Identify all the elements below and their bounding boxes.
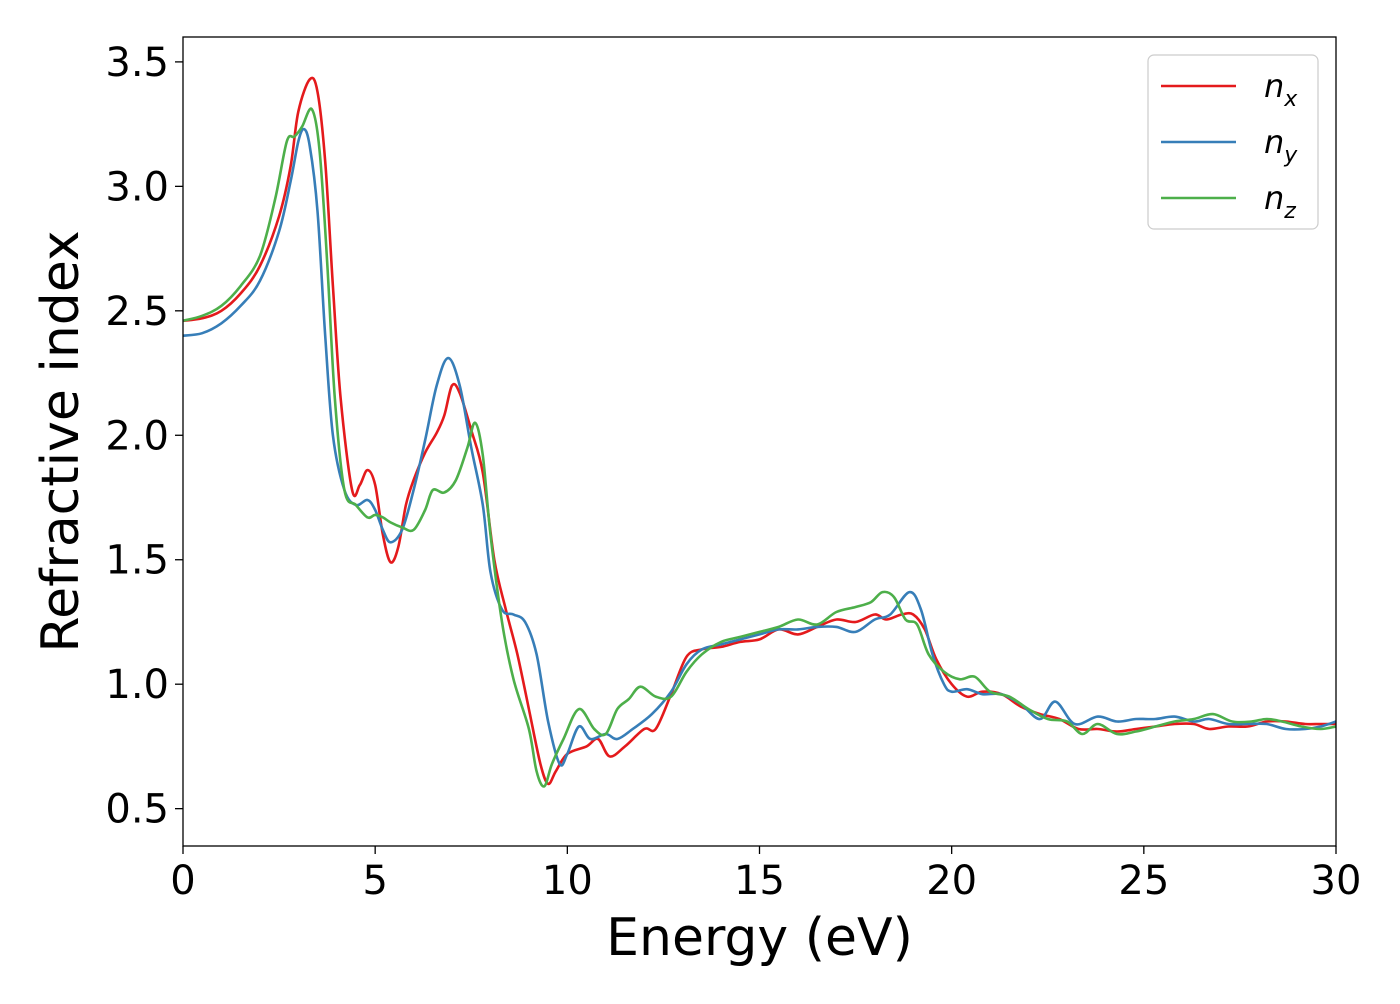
legend: nx ny nz xyxy=(1147,54,1319,230)
y-axis-ticks: 0.5 1.0 1.5 2.0 2.5 3.0 3.5 xyxy=(105,40,183,833)
x-tick-label: 10 xyxy=(542,858,593,904)
x-tick-label: 20 xyxy=(926,858,977,904)
legend-label-y: ny xyxy=(1264,123,1298,168)
y-tick-label: 3.5 xyxy=(105,40,169,86)
legend-entry-z: nz xyxy=(1161,179,1296,224)
x-tick-label: 30 xyxy=(1311,858,1362,904)
series-layer xyxy=(183,76,1336,788)
x-tick-label: 5 xyxy=(362,858,387,904)
x-tick-label: 25 xyxy=(1118,858,1169,904)
x-tick-label: 0 xyxy=(170,858,195,904)
x-axis-ticks: 0 5 10 15 20 25 30 xyxy=(170,846,1361,904)
x-axis-title: Energy (eV) xyxy=(606,908,913,968)
legend-entry-x: nx xyxy=(1161,67,1298,112)
y-tick-label: 3.0 xyxy=(105,164,169,210)
series-line-x xyxy=(183,76,1336,786)
y-tick-label: 1.5 xyxy=(105,538,169,584)
y-tick-label: 2.5 xyxy=(105,289,169,335)
series-line-y xyxy=(183,127,1336,767)
x-tick-label: 15 xyxy=(734,858,785,904)
y-axis-title: Refractive index xyxy=(31,230,91,652)
series-line-z xyxy=(183,107,1336,788)
y-tick-label: 1.0 xyxy=(105,662,169,708)
legend-label-x: nx xyxy=(1264,67,1298,112)
legend-entry-y: ny xyxy=(1161,123,1298,168)
y-tick-label: 0.5 xyxy=(105,787,169,833)
y-tick-label: 2.0 xyxy=(105,413,169,459)
legend-label-z: nz xyxy=(1264,179,1296,224)
